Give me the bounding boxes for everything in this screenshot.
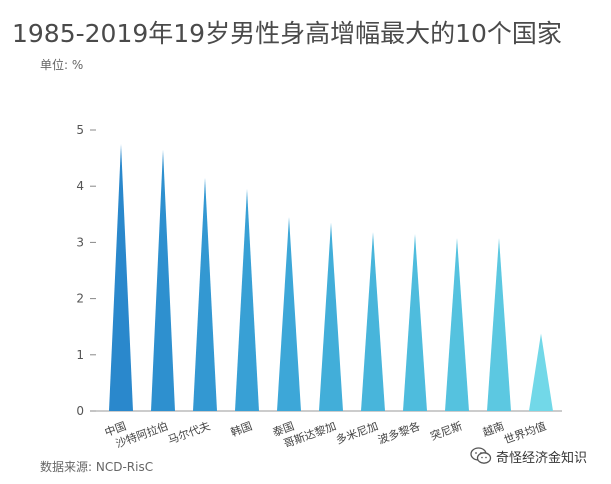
bar-spike xyxy=(487,237,511,411)
y-tick-label: 2 xyxy=(76,292,84,306)
bars-group xyxy=(109,144,553,412)
x-category-label: 多米尼加 xyxy=(334,419,380,447)
bar-spike xyxy=(193,177,217,411)
bar-spike xyxy=(109,144,133,412)
x-category-label: 马尔代夫 xyxy=(166,420,212,447)
bar-spike xyxy=(151,149,175,412)
source-note: 数据来源: NCD-RisC xyxy=(40,460,154,474)
bar-spike xyxy=(319,222,343,411)
y-tick-label: 5 xyxy=(76,123,84,137)
y-tick-label: 1 xyxy=(76,348,84,362)
y-tick-label: 0 xyxy=(76,404,84,418)
x-category-label: 韩国 xyxy=(229,419,254,440)
bar-spike xyxy=(529,333,553,411)
y-tick-label: 3 xyxy=(76,235,84,249)
x-category-label: 波多黎各 xyxy=(376,419,422,447)
y-axis: 0 1 2 3 4 5 xyxy=(76,123,562,418)
bar-spike xyxy=(277,217,301,411)
bar-spike xyxy=(235,189,259,411)
unit-label: 单位: % xyxy=(40,58,84,72)
watermark: 奇怪经济金知识 xyxy=(470,446,587,466)
chart-title: 1985-2019年19岁男性身高增幅最大的10个国家 xyxy=(12,19,562,48)
wechat-icon xyxy=(470,447,492,464)
bar-spike xyxy=(403,233,427,411)
bar-spike xyxy=(361,232,385,411)
bar-spike xyxy=(445,237,469,411)
x-category-label: 突尼斯 xyxy=(428,419,464,443)
x-category-label: 世界均值 xyxy=(502,420,548,447)
watermark-text: 奇怪经济金知识 xyxy=(496,450,588,466)
y-tick-label: 4 xyxy=(76,179,84,193)
